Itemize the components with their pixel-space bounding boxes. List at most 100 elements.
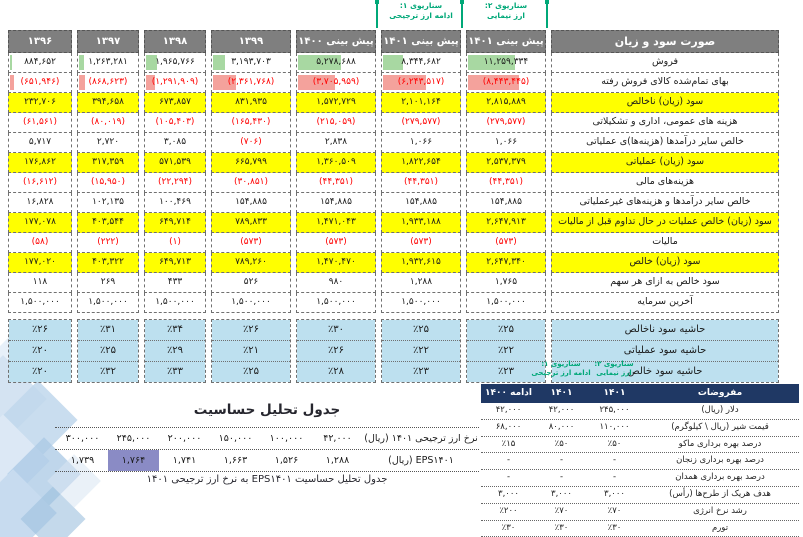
- pnl-cell: ۱۶,۸۲۸: [8, 193, 72, 213]
- pnl-cell-value: ۸۸۴,۶۵۲: [24, 57, 56, 67]
- pnl-row-label: سود (زیان) خالص عملیات در حال تداوم قبل …: [551, 213, 779, 233]
- pnl-cell: ۵,۷۱۷: [8, 133, 72, 153]
- pnl-cell-value: ۱,۵۰۰,۰۰۰: [486, 297, 526, 307]
- pnl-cell: ۸۳۱,۹۳۵: [211, 93, 291, 113]
- pnl-cell-value: ۱,۹۶۵,۷۶۶: [155, 57, 195, 67]
- pnl-cell-value: ۳۱۷,۳۵۹: [92, 157, 124, 167]
- pnl-column-header: پیش بینی ۱۴۰۱: [381, 30, 461, 53]
- pnl-labels-column: صورت سود و زیان فروش بهای تمام‌شده کالای ف…: [551, 30, 779, 383]
- assumption-label: تورم: [711, 522, 729, 533]
- cogs-databar: [146, 75, 155, 90]
- pnl-margin-value: ٪۲۱: [212, 341, 290, 362]
- sensitivity-row: EPS۱۴۰۱ (ریال) ۱,۲۸۸ ۱,۵۲۶ ۱,۶۶۳ ۱,۷۴۱ ۱,۷۶۴ ۱…: [55, 450, 479, 472]
- assumption-label: قیمت شیر (ریال \ کیلوگرم): [671, 421, 769, 432]
- pnl-cell-value: ۴۰۳,۵۴۴: [92, 217, 124, 227]
- pnl-cell-value: ۸۳۱,۹۳۵: [235, 97, 267, 107]
- pnl-cell: ۱۵۴,۸۸۵: [211, 193, 291, 213]
- sensitivity-row: نرخ ارز ترجیحی ۱۴۰۱ (ریال) ۴۲,۰۰۰ ۱۰۰,۰۰۰ ۱…: [55, 427, 479, 450]
- pnl-row-label: خالص سایر درآمدها و هزینه‌های غیرعملیاتی: [551, 193, 779, 213]
- pnl-margin-box: ٪۲۶ ٪۲۱ ٪۲۵: [211, 319, 291, 383]
- assumptions-header-1401-s1: ۱۴۰۱: [550, 388, 573, 398]
- pnl-cell: ۱۵۴,۸۸۵: [466, 193, 546, 213]
- assumption-row: دلار (ریال) ۲۴۵,۰۰۰ ۴۲,۰۰۰ ۴۲,۰۰۰: [481, 403, 799, 420]
- assumption-value: ٪۵۰: [607, 438, 622, 449]
- pnl-cell-value: (۲۲,۲۹۴): [157, 177, 193, 187]
- pnl-margin-value: ٪۲۵: [382, 320, 460, 341]
- pnl-margin-value: ٪۳۰: [297, 320, 375, 341]
- assumption-value: -: [612, 472, 617, 483]
- assumption-value: ٪۳۰: [554, 522, 569, 533]
- assumption-value: ٪۷۰: [554, 505, 569, 516]
- pnl-cell: ۲۶۹: [77, 273, 139, 293]
- pnl-year-column: پیش بینی ۱۴۰۰ ۵,۲۷۸,۶۸۸ (۳,۷۰۵,۹۵۹) ۱,۵۷۲,۷…: [296, 30, 376, 383]
- pnl-cell: ۱۷۷,۰۷۸: [8, 213, 72, 233]
- pnl-cell: (۲۷۹,۵۷۷): [381, 113, 461, 133]
- pnl-cell-value: (۱۶۵,۴۳۰): [231, 117, 271, 127]
- assumption-row: قیمت شیر (ریال \ کیلوگرم) ۱۱۰,۰۰۰ ۸۰,۰۰۰ ۶۸…: [481, 420, 799, 437]
- pnl-cell-value: ۵۲۶: [243, 277, 259, 287]
- sensitivity-caption: جدول تحلیل حساسیت EPS۱۴۰۱ به نرخ ارز ترج…: [146, 474, 388, 485]
- sensitivity-cell: ۱,۷۳۹: [70, 455, 95, 466]
- scenario1-label-line2: ادامه ارز ترجیحی: [389, 10, 453, 20]
- pnl-margin-box: ٪۲۵ ٪۲۲ ٪۲۳: [381, 319, 461, 383]
- pnl-margin-value: ٪۲۸: [297, 362, 375, 382]
- pnl-cell: ۱,۵۰۰,۰۰۰: [466, 293, 546, 313]
- pnl-cell-value: (۴۴,۳۵۱): [403, 177, 439, 187]
- pnl-cell-value: ۵,۷۱۷: [28, 137, 52, 147]
- assumption-value: -: [612, 455, 617, 466]
- pnl-cell-value: ۷۸۹,۸۳۳: [235, 217, 267, 227]
- pnl-margin-box: ٪۲۵ ٪۲۲ ٪۲۳: [466, 319, 546, 383]
- pnl-margin-label: حاشیه سود ناخالص: [552, 320, 778, 341]
- sales-databar: [298, 55, 341, 70]
- pnl-cell: ۱۵۴,۸۸۵: [296, 193, 376, 213]
- assumption-value: -: [559, 455, 564, 466]
- decorative-diamond: [0, 414, 50, 508]
- pnl-cell: ۱۷۶,۸۶۲: [8, 153, 72, 173]
- sensitivity-title: جدول تحلیل حساسیت: [193, 402, 341, 418]
- pnl-row-label: آخرین سرمایه: [551, 293, 779, 313]
- pnl-cell-value: ۸,۳۴۴,۶۸۲: [401, 57, 441, 67]
- pnl-cell: ۱,۵۷۲,۷۲۹: [296, 93, 376, 113]
- pnl-row-label: هزینه های عمومی، اداری و تشکیلاتی: [551, 113, 779, 133]
- pnl-margin-labels: حاشیه سود ناخالص حاشیه سود عملیاتی حاشیه س…: [551, 319, 779, 383]
- decorative-diamond: [0, 469, 57, 537]
- pnl-cell-value: ۱۷۷,۰۷۸: [24, 217, 56, 227]
- pnl-cell-value: ۶۴۹,۷۱۳: [159, 257, 191, 267]
- pnl-cell: ۷۸۹,۸۳۳: [211, 213, 291, 233]
- pnl-cell-value: ۱,۰۶۶: [494, 137, 518, 147]
- pnl-cell: ۴۰۳,۳۲۲: [77, 253, 139, 273]
- pnl-margin-value: ٪۲۶: [212, 320, 290, 341]
- pnl-row-label: سود خالص به ازای هر سهم: [551, 273, 779, 293]
- assumption-row: هدف هریک از طرح‌ها (رأس) ۳,۰۰۰ ۳,۰۰۰ ۳,۰۰۰: [481, 487, 799, 504]
- pnl-cell: ۶۷۳,۸۵۷: [144, 93, 206, 113]
- scenario1-label-line1: سناریوی ۱:: [399, 1, 443, 10]
- scenario1-label: سناریوی ۱: ادامه ارز ترجیحی: [376, 1, 466, 21]
- pnl-cell: ۱,۵۰۰,۰۰۰: [381, 293, 461, 313]
- pnl-margin-value: ٪۲۵: [212, 362, 290, 382]
- pnl-cell-value: ۴۰۳,۳۲۲: [92, 257, 124, 267]
- pnl-cell: (۷۰۶): [211, 133, 291, 153]
- pnl-cell: ۶۴۹,۷۱۴: [144, 213, 206, 233]
- pnl-cell-value: ۱۵۴,۸۸۵: [320, 197, 352, 207]
- pnl-margin-value: ٪۲۰: [9, 362, 71, 382]
- pnl-margin-value: ٪۲۹: [145, 341, 205, 362]
- pnl-cell: (۵۷۳): [296, 233, 376, 253]
- pnl-cell-value: (۱,۲۹۱,۹۰۹): [151, 77, 199, 87]
- pnl-cell-value: ۶۴۹,۷۱۴: [159, 217, 191, 227]
- pnl-cell: ۱,۹۳۳,۱۸۸: [381, 213, 461, 233]
- pnl-margin-value: ٪۳۲: [78, 362, 138, 382]
- pnl-margin-label: حاشیه سود خالص: [552, 362, 778, 382]
- pnl-cell: ۱,۷۶۵: [466, 273, 546, 293]
- assumption-label: درصد بهره برداری همدان: [675, 472, 765, 483]
- pnl-margin-box: ٪۳۰ ٪۲۶ ٪۲۸: [296, 319, 376, 383]
- pnl-cell: (۵۷۳): [381, 233, 461, 253]
- sensitivity-table: نرخ ارز ترجیحی ۱۴۰۱ (ریال) ۴۲,۰۰۰ ۱۰۰,۰۰۰ ۱…: [55, 427, 479, 472]
- pnl-cell-value: (۴۴,۳۵۱): [488, 177, 524, 187]
- assumption-value: ۶۸,۰۰۰: [495, 421, 522, 432]
- pnl-column-header: ۱۳۹۹: [211, 30, 291, 53]
- cogs-databar: [383, 75, 426, 90]
- pnl-cell-value: ۲۶۹: [100, 277, 116, 287]
- pnl-cell: ۲,۶۴۷,۹۱۳: [466, 213, 546, 233]
- pnl-cell: ۱,۵۰۰,۰۰۰: [144, 293, 206, 313]
- assumption-value: -: [559, 472, 564, 483]
